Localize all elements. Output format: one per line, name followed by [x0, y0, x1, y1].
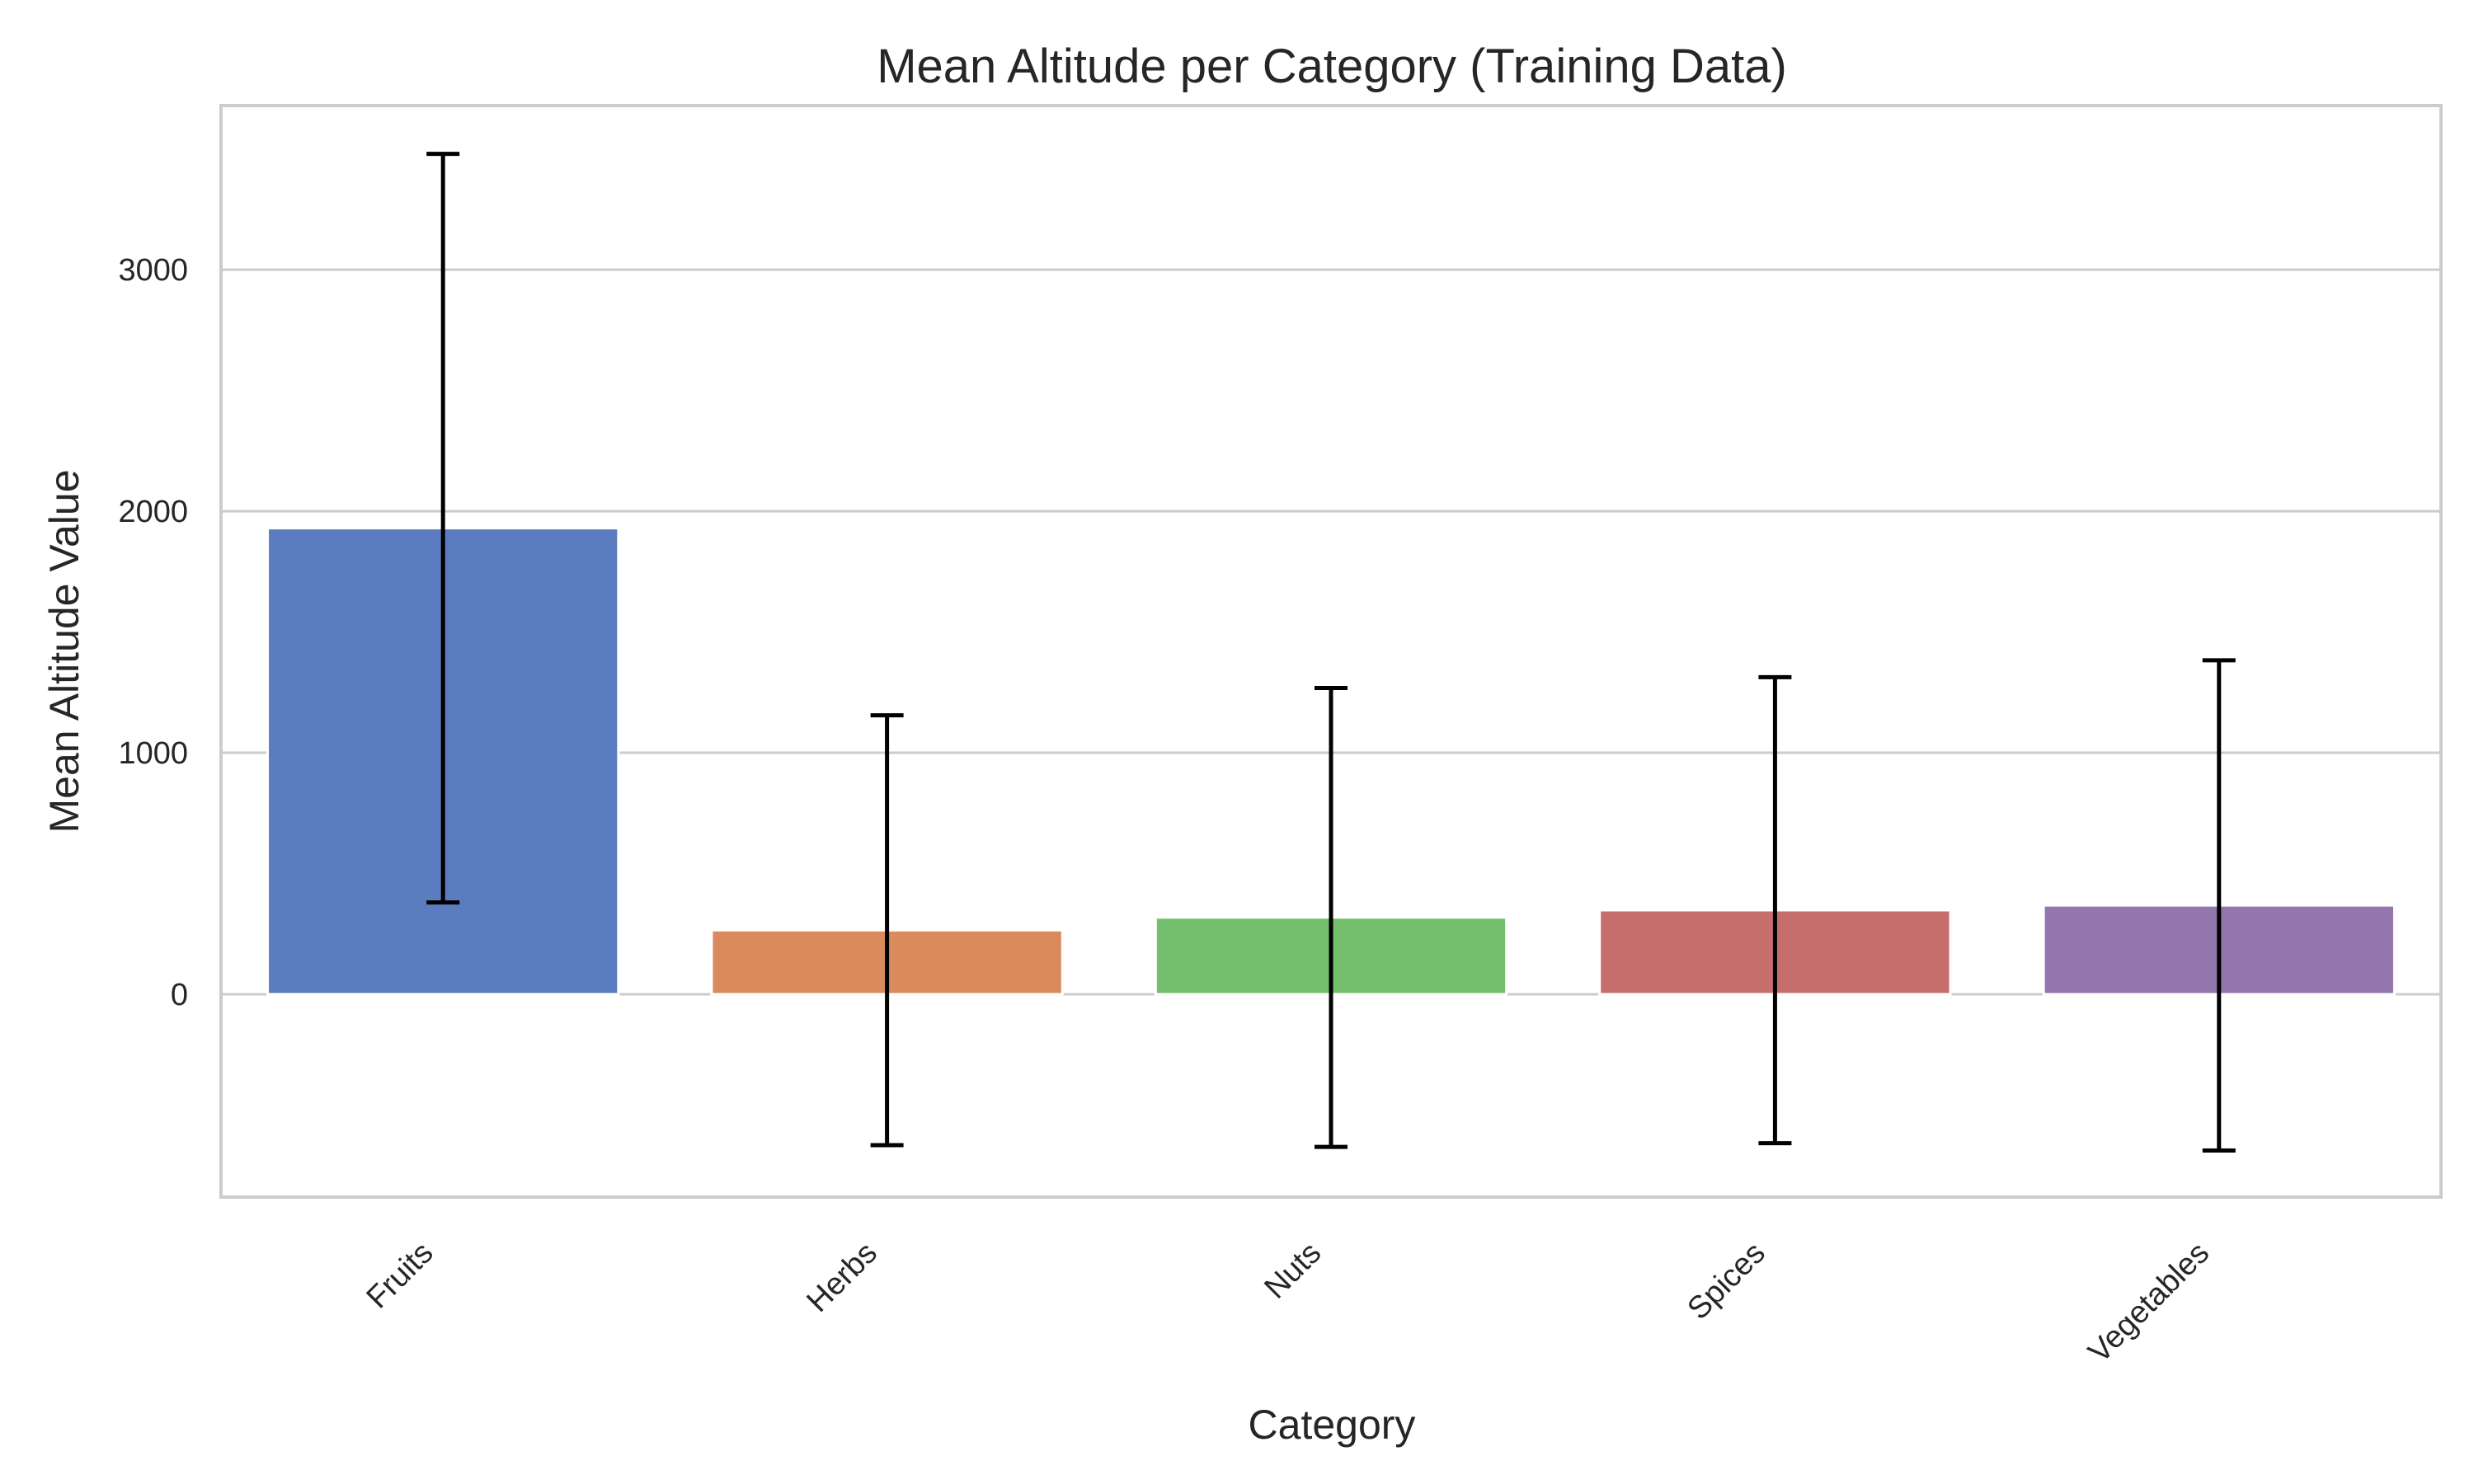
- plot-frame: [219, 104, 2443, 1199]
- x-tick-labels: Fruits Herbs Nuts Spices Vegetables: [360, 1236, 2216, 1370]
- x-tick-label-fruits: Fruits: [360, 1236, 440, 1316]
- error-bar-layer: [426, 152, 2236, 1153]
- y-axis-label: Mean Altitude Value: [41, 469, 87, 833]
- error-bar-nuts: [1315, 686, 1348, 1149]
- error-bar-spices: [1758, 674, 1792, 1146]
- y-tick-label: 1000: [118, 736, 188, 771]
- error-bar-fruits: [426, 152, 460, 905]
- x-tick-label-spices: Spices: [1681, 1236, 1771, 1327]
- y-tick-label: 3000: [118, 253, 188, 288]
- chart-title: Mean Altitude per Category (Training Dat…: [877, 40, 1787, 93]
- y-tick-labels: 0 1000 2000 3000: [118, 253, 188, 1012]
- y-tick-label: 0: [171, 978, 188, 1012]
- error-bar-herbs: [870, 713, 904, 1148]
- x-tick-label-nuts: Nuts: [1258, 1236, 1328, 1306]
- y-tick-label: 2000: [118, 495, 188, 529]
- x-tick-label-vegetables: Vegetables: [2081, 1236, 2216, 1370]
- error-bar-vegetables: [2202, 658, 2236, 1153]
- x-axis-label: Category: [1249, 1402, 1416, 1448]
- x-tick-label-herbs: Herbs: [801, 1236, 884, 1319]
